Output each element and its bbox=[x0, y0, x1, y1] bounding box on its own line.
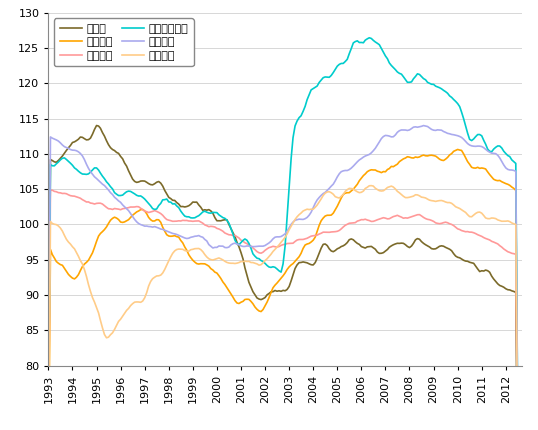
Line: イタリア: イタリア bbox=[48, 186, 518, 430]
Line: ギリシャ: ギリシャ bbox=[48, 150, 518, 430]
Line: ドイツ: ドイツ bbox=[48, 126, 518, 430]
Legend: ドイツ, ギリシャ, フランス, アイルランド, スペイン, イタリア: ドイツ, ギリシャ, フランス, アイルランド, スペイン, イタリア bbox=[54, 18, 194, 66]
Line: アイルランド: アイルランド bbox=[48, 38, 518, 419]
Line: フランス: フランス bbox=[48, 190, 518, 430]
Line: スペイン: スペイン bbox=[48, 126, 518, 424]
